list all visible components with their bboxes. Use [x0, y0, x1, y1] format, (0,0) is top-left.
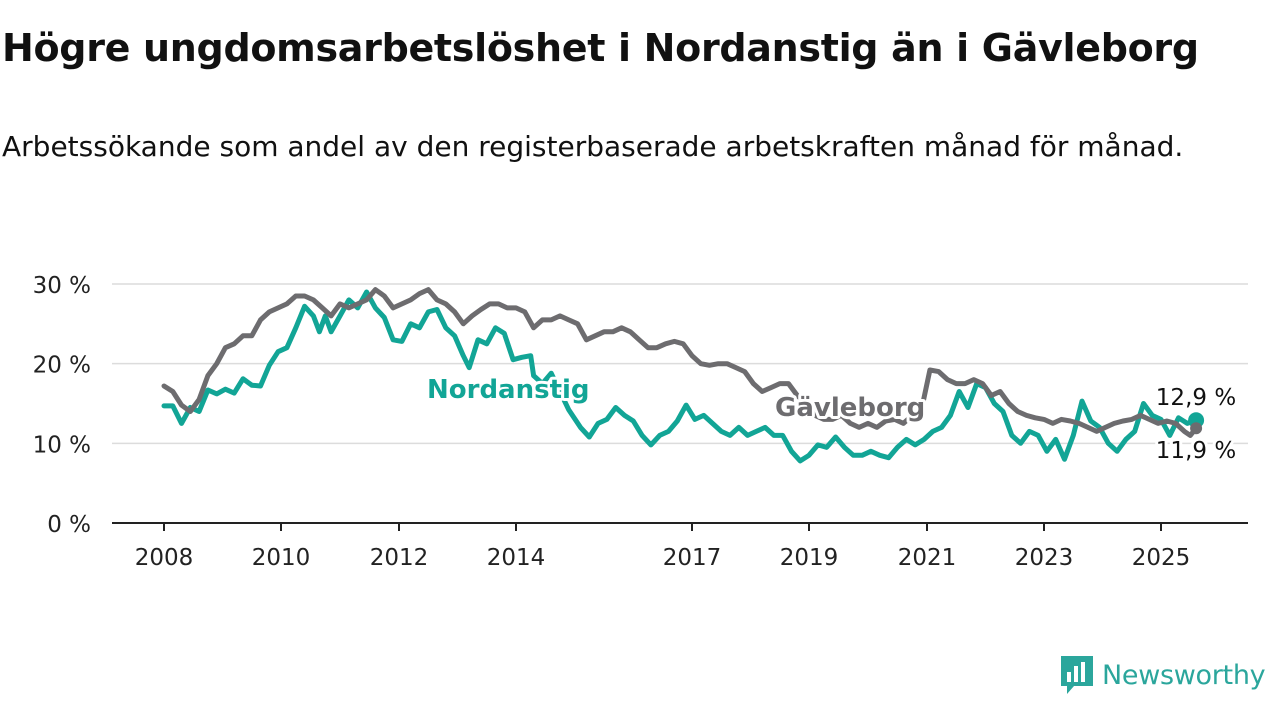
series-label-nordanstig-halo: Nordanstig: [427, 375, 590, 405]
x-tick-label: 2012: [370, 545, 429, 571]
series-label-gavleborg: Gävleborg: [775, 393, 925, 423]
x-tick-label: 2014: [487, 545, 546, 571]
chart-subtitle: Arbetssökande som andel av den registerb…: [2, 130, 1184, 163]
x-tick-label: 2010: [252, 545, 311, 571]
x-tick-label: 2008: [135, 545, 194, 571]
x-axis: 2008 2010 2012 2014 2017 2019 2021 2023 2025: [112, 522, 1248, 571]
series-line-gavleborg: [161, 287, 1199, 438]
y-tick-label: 10 %: [33, 432, 91, 458]
y-tick-label: 0 %: [47, 512, 91, 538]
x-tick-label: 2017: [663, 545, 722, 571]
end-point-gavleborg: [1190, 422, 1203, 435]
x-tick-label: 2023: [1015, 545, 1074, 571]
value-label-gavleborg: 11,9 %: [1156, 438, 1236, 464]
newsworthy-logo-icon: [1061, 656, 1093, 694]
x-tick-label: 2025: [1132, 545, 1191, 571]
brand-name: Newsworthy: [1102, 659, 1266, 691]
value-label-nordanstig-halo: 12,9 %: [1156, 385, 1236, 411]
x-tick-label: 2019: [780, 545, 839, 571]
value-label-gavleborg-halo: 11,9 %: [1156, 438, 1236, 464]
series-line-nordanstig: [161, 289, 1199, 464]
chart-title: Högre ungdomsarbetslöshet i Nordanstig ä…: [2, 26, 1199, 70]
series-label-nordanstig: Nordanstig: [427, 375, 590, 405]
series-lines: [161, 287, 1205, 464]
y-tick-label: 30 %: [33, 273, 91, 299]
y-tick-label: 20 %: [33, 353, 91, 379]
x-tick-label: 2021: [898, 545, 957, 571]
newsworthy-brand: Newsworthy: [1060, 654, 1266, 696]
y-axis: 0 % 10 % 20 % 30 %: [33, 273, 91, 538]
value-label-nordanstig: 12,9 %: [1156, 385, 1236, 411]
series-label-gavleborg-halo: Gävleborg: [775, 393, 925, 423]
